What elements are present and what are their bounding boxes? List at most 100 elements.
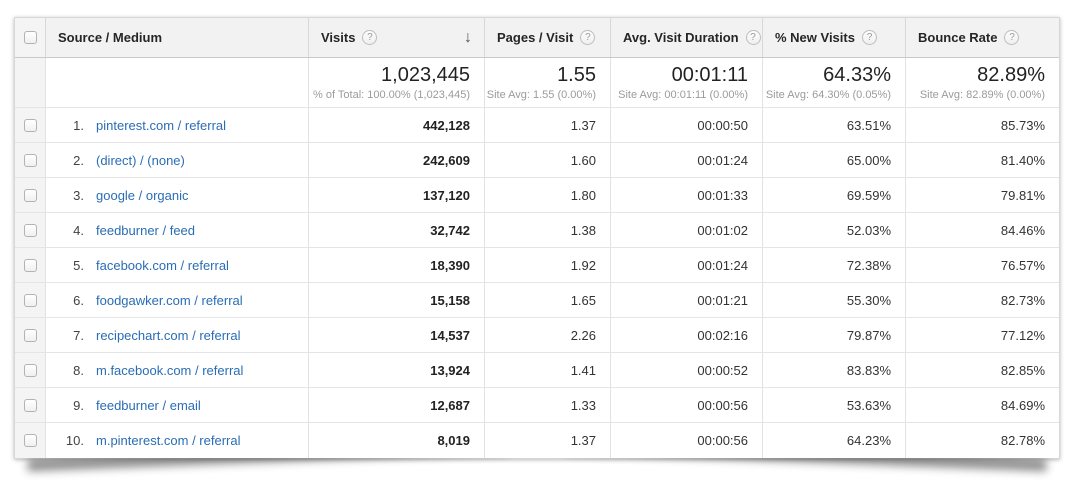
avg-visit-duration-cell: 00:02:16 [610, 318, 762, 352]
pages-per-visit-cell: 1.38 [484, 213, 610, 247]
avg-visit-duration-cell: 00:01:24 [610, 143, 762, 177]
pct-new-visits-cell: 83.83% [762, 353, 905, 387]
bounce-rate-cell: 81.40% [905, 143, 1059, 177]
source-medium-cell: 5. facebook.com / referral [45, 248, 308, 282]
source-medium-header-label: Source / Medium [58, 30, 163, 45]
avg-visit-duration-cell: 00:01:02 [610, 213, 762, 247]
row-checkbox-cell [15, 283, 45, 317]
col-header-visits[interactable]: Visits ? ↓ [308, 18, 484, 57]
col-header-pages-per-visit[interactable]: Pages / Visit ? [484, 18, 610, 57]
help-icon[interactable]: ? [745, 30, 761, 45]
pages-per-visit-header-label: Pages / Visit [497, 30, 574, 45]
row-checkbox-cell [15, 213, 45, 247]
table-row: 7. recipechart.com / referral 14,537 2.2… [15, 318, 1059, 353]
summary-visits-subtext: % of Total: 100.00% (1,023,445) [313, 89, 470, 101]
row-index: 1. [73, 117, 84, 133]
visits-cell: 32,742 [308, 213, 484, 247]
source-medium-link[interactable]: (direct) / (none) [96, 152, 185, 168]
visits-cell: 13,924 [308, 353, 484, 387]
help-icon[interactable]: ? [861, 30, 877, 45]
row-checkbox[interactable] [23, 398, 37, 412]
source-medium-cell: 1. pinterest.com / referral [45, 108, 308, 142]
bounce-rate-cell: 85.73% [905, 108, 1059, 142]
source-medium-link[interactable]: m.facebook.com / referral [96, 362, 244, 378]
source-medium-link[interactable]: feedburner / feed [96, 222, 196, 238]
avg-visit-duration-cell: 00:01:33 [610, 178, 762, 212]
summary-duration-subtext: Site Avg: 00:01:11 (0.00%) [618, 89, 748, 101]
bounce-rate-cell: 79.81% [905, 178, 1059, 212]
pages-per-visit-cell: 1.41 [484, 353, 610, 387]
source-medium-link[interactable]: feedburner / email [96, 397, 201, 413]
source-medium-cell: 4. feedburner / feed [45, 213, 308, 247]
row-checkbox-cell [15, 248, 45, 282]
table-row: 1. pinterest.com / referral 442,128 1.37… [15, 108, 1059, 143]
col-header-pct-new-visits[interactable]: % New Visits ? [762, 18, 905, 57]
pct-new-visits-cell: 69.59% [762, 178, 905, 212]
row-checkbox-cell [15, 143, 45, 177]
col-header-avg-visit-duration[interactable]: Avg. Visit Duration ? [610, 18, 762, 57]
col-header-bounce-rate[interactable]: Bounce Rate ? [905, 18, 1059, 57]
row-checkbox[interactable] [23, 293, 37, 307]
help-icon[interactable]: ? [580, 30, 596, 45]
table-row: 6. foodgawker.com / referral 15,158 1.65… [15, 283, 1059, 318]
visits-cell: 14,537 [308, 318, 484, 352]
avg-visit-duration-cell: 00:00:50 [610, 108, 762, 142]
pct-new-visits-cell: 53.63% [762, 388, 905, 422]
visits-cell: 137,120 [308, 178, 484, 212]
summary-new-visits-value: 64.33% [823, 64, 891, 86]
help-icon[interactable]: ? [1004, 30, 1020, 45]
pct-new-visits-cell: 63.51% [762, 108, 905, 142]
bounce-rate-cell: 76.57% [905, 248, 1059, 282]
source-medium-cell: 9. feedburner / email [45, 388, 308, 422]
row-checkbox-cell [15, 108, 45, 142]
summary-new-visits-subtext: Site Avg: 64.30% (0.05%) [765, 89, 891, 101]
visits-cell: 12,687 [308, 388, 484, 422]
visits-cell: 18,390 [308, 248, 484, 282]
summary-bounce-rate: 82.89% Site Avg: 82.89% (0.00%) [905, 58, 1059, 107]
row-checkbox[interactable] [23, 188, 37, 202]
source-medium-link[interactable]: facebook.com / referral [96, 257, 229, 273]
row-checkbox[interactable] [23, 223, 37, 237]
source-medium-cell: 8. m.facebook.com / referral [45, 353, 308, 387]
bounce-rate-header-label: Bounce Rate [918, 30, 998, 45]
summary-avg-visit-duration: 00:01:11 Site Avg: 00:01:11 (0.00%) [610, 58, 762, 107]
source-medium-link[interactable]: recipechart.com / referral [96, 327, 241, 343]
bounce-rate-cell: 77.12% [905, 318, 1059, 352]
pages-per-visit-cell: 1.60 [484, 143, 610, 177]
summary-visits-value: 1,023,445 [381, 64, 470, 86]
row-checkbox[interactable] [23, 434, 37, 447]
avg-visit-duration-cell: 00:00:52 [610, 353, 762, 387]
row-checkbox[interactable] [23, 153, 37, 167]
row-index: 10. [65, 433, 84, 448]
summary-pages-per-visit: 1.55 Site Avg: 1.55 (0.00%) [484, 58, 610, 107]
pages-per-visit-cell: 1.80 [484, 178, 610, 212]
row-checkbox[interactable] [23, 328, 37, 342]
pct-new-visits-header-label: % New Visits [775, 30, 855, 45]
summary-checkbox-cell [15, 58, 45, 107]
table-row: 5. facebook.com / referral 18,390 1.92 0… [15, 248, 1059, 283]
select-all-checkbox[interactable] [23, 31, 37, 44]
pct-new-visits-cell: 55.30% [762, 283, 905, 317]
bounce-rate-cell: 82.85% [905, 353, 1059, 387]
table-header-row: Source / Medium Visits ? ↓ Pages / Visit… [15, 18, 1059, 58]
row-index: 9. [73, 397, 84, 413]
pct-new-visits-cell: 72.38% [762, 248, 905, 282]
summary-source-cell [45, 58, 308, 107]
avg-visit-duration-header-label: Avg. Visit Duration [623, 30, 739, 45]
source-medium-cell: 6. foodgawker.com / referral [45, 283, 308, 317]
source-medium-link[interactable]: m.pinterest.com / referral [96, 433, 241, 448]
row-checkbox[interactable] [23, 258, 37, 272]
row-checkbox[interactable] [23, 363, 37, 377]
source-medium-link[interactable]: google / organic [96, 187, 189, 203]
table-row: 3. google / organic 137,120 1.80 00:01:3… [15, 178, 1059, 213]
summary-duration-value: 00:01:11 [671, 64, 748, 86]
col-header-source-medium[interactable]: Source / Medium [45, 18, 308, 57]
row-checkbox[interactable] [23, 118, 37, 132]
bounce-rate-cell: 82.78% [905, 423, 1059, 458]
pages-per-visit-cell: 1.92 [484, 248, 610, 282]
summary-row: 1,023,445 % of Total: 100.00% (1,023,445… [15, 58, 1059, 108]
select-all-cell [15, 18, 45, 57]
source-medium-link[interactable]: foodgawker.com / referral [96, 292, 243, 308]
help-icon[interactable]: ? [362, 30, 378, 45]
source-medium-link[interactable]: pinterest.com / referral [96, 117, 227, 133]
